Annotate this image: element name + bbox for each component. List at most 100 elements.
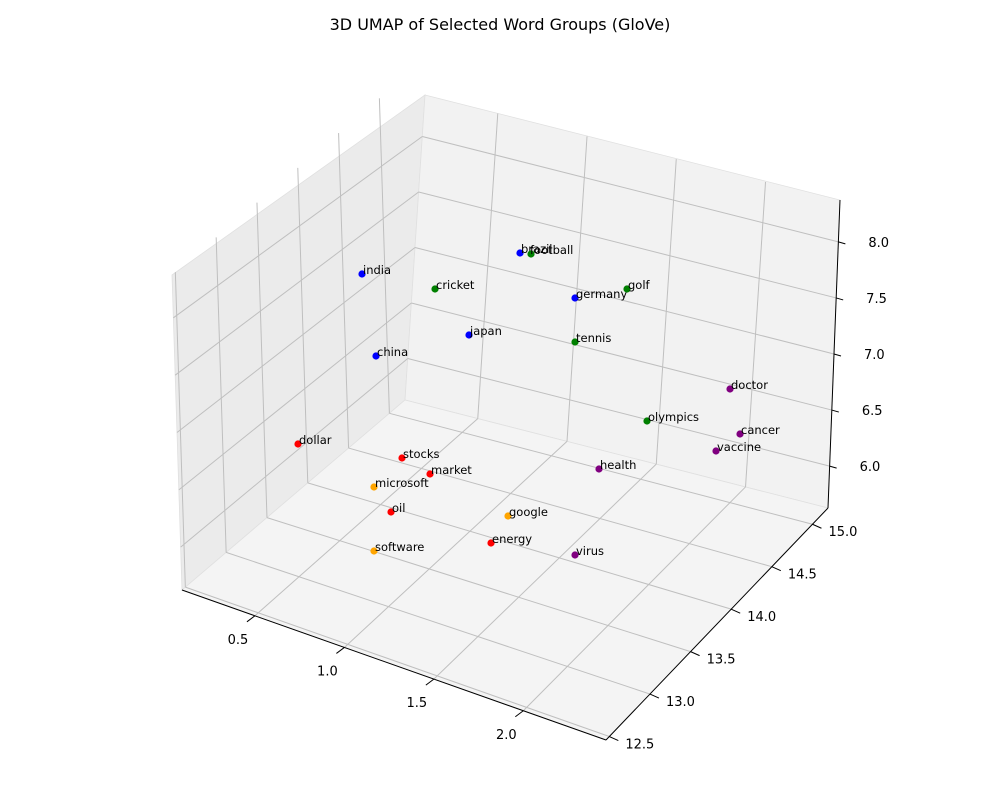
x-tick-label: 0.5: [228, 633, 249, 648]
point-label-energy: energy: [492, 532, 532, 546]
point-label-germany: germany: [576, 287, 627, 301]
data-point-cricket: [431, 285, 439, 293]
z-grid-back: [411, 302, 832, 411]
axes: [181, 199, 846, 741]
z-tick-label: 7.0: [864, 348, 885, 363]
chart-title: 3D UMAP of Selected Word Groups (GloVe): [330, 15, 671, 34]
data-point-golf: [623, 285, 631, 293]
y-tick-label: 13.5: [707, 653, 736, 668]
point-label-microsoft: microsoft: [375, 476, 429, 490]
point-label-health: health: [600, 458, 636, 472]
z-grid-left: [180, 358, 409, 548]
data-point-olympics: [643, 417, 651, 425]
x-grid-floor: [522, 486, 746, 712]
point-label-virus: virus: [576, 544, 604, 558]
z-tick-mark: [831, 409, 839, 413]
data-point-doctor: [726, 385, 734, 393]
tick-labels: 0.5 1.0 1.5 2.0 12.5 13.0 13.5 14.0 14.5 15.0 6.0 6…: [228, 236, 889, 753]
y-grid-floor: [348, 447, 772, 568]
x-tick-mark: [246, 615, 256, 623]
x-grid-floor: [344, 440, 568, 648]
y-axis-line: [605, 507, 829, 741]
y-tick-mark: [609, 736, 619, 741]
z-tick-label: 8.0: [868, 236, 889, 251]
z-grid-left: [173, 136, 423, 319]
data-point-health: [595, 465, 603, 473]
data-point-dollar: [294, 440, 302, 448]
data-point-india: [358, 270, 366, 278]
z-tick-mark: [838, 241, 846, 245]
x-tick-mark: [336, 647, 345, 654]
point-label-google: google: [509, 505, 548, 519]
x-tick-label: 1.0: [317, 664, 338, 679]
y-tick-mark: [690, 651, 700, 657]
x-tick-label: 2.0: [496, 728, 517, 743]
y-tick-label: 14.0: [747, 610, 776, 625]
point-label-doctor: doctor: [731, 378, 768, 392]
y-grid-left: [378, 98, 390, 414]
x-tick-mark: [425, 678, 435, 686]
data-point-stocks: [398, 454, 406, 462]
point-label-football: football: [530, 243, 573, 257]
z-grid-left: [176, 247, 416, 433]
point-label-stocks: stocks: [403, 447, 440, 461]
point-label-cricket: cricket: [436, 278, 475, 292]
point-label-golf: golf: [628, 278, 651, 292]
y-tick-mark: [731, 608, 741, 614]
z-tick-mark: [833, 353, 842, 357]
point-label-oil: oil: [392, 501, 405, 515]
point-label-market: market: [431, 463, 472, 477]
x-axis-line: [181, 589, 607, 741]
point-label-japan: japan: [469, 324, 502, 338]
z-grid-left: [178, 302, 412, 491]
grid-lines: [173, 98, 839, 737]
x-tick-mark: [515, 710, 524, 718]
z-tick-label: 7.5: [866, 292, 887, 307]
data-point-software: [370, 547, 378, 555]
z-grid-back: [414, 247, 835, 355]
data-point-cancer: [736, 430, 744, 438]
data-point-germany: [571, 294, 579, 302]
z-tick-mark: [829, 465, 837, 469]
data-point-japan: [465, 331, 473, 339]
data-points: brazilindiagermanyjapanchinafootballcric…: [294, 242, 780, 559]
data-point-virus: [571, 551, 579, 559]
data-point-market: [426, 470, 434, 478]
point-label-cancer: cancer: [741, 423, 780, 437]
y-grid-left: [297, 167, 309, 483]
data-point-google: [504, 512, 512, 520]
data-point-vaccine: [712, 447, 720, 455]
z-grid-back: [418, 191, 837, 299]
y-grid-floor: [266, 517, 691, 653]
z-grid-back: [407, 358, 830, 467]
x-grid-floor: [433, 463, 657, 680]
y-grid-floor: [185, 586, 610, 737]
point-label-tennis: tennis: [576, 331, 611, 345]
x-grid-floor: [254, 418, 479, 617]
y-tick-label: 15.0: [828, 525, 857, 540]
y-grid-floor: [225, 551, 651, 695]
x-tick-label: 1.5: [407, 696, 428, 711]
y-tick-label: 14.5: [788, 568, 817, 583]
data-point-microsoft: [370, 483, 378, 491]
z-tick-label: 6.5: [862, 404, 883, 419]
y-grid-floor: [307, 482, 732, 610]
data-point-china: [372, 352, 380, 360]
data-point-football: [527, 250, 535, 258]
z-tick-label: 6.0: [860, 460, 881, 475]
point-label-china: china: [377, 345, 408, 359]
z-tick-mark: [836, 297, 844, 301]
y-tick-label: 13.0: [666, 695, 695, 710]
y-grid-left: [215, 237, 227, 553]
point-label-olympics: olympics: [648, 410, 699, 424]
y-grid-left: [338, 133, 350, 449]
y-tick-label: 12.5: [625, 738, 654, 753]
z-axis-line: [827, 199, 841, 509]
point-label-india: india: [363, 263, 391, 277]
y-tick-mark: [812, 523, 822, 529]
point-label-dollar: dollar: [299, 433, 332, 447]
data-point-brazil: [516, 249, 524, 257]
axis-panes: [171, 94, 841, 741]
